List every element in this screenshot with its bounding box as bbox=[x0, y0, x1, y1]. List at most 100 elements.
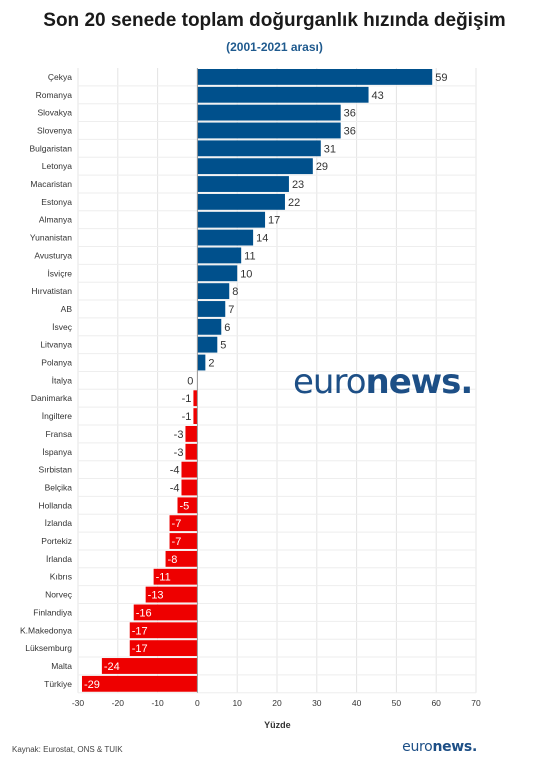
data-label: 36 bbox=[344, 108, 356, 120]
category-label: İsveç bbox=[52, 322, 73, 332]
data-label: -7 bbox=[172, 518, 182, 530]
data-label: -17 bbox=[132, 625, 148, 637]
bar bbox=[197, 354, 206, 371]
category-label: Sırbistan bbox=[38, 465, 72, 475]
category-label: Hollanda bbox=[38, 500, 72, 510]
chart-subtitle: (2001-2021 arası) bbox=[226, 40, 323, 54]
category-label: Danimarka bbox=[31, 393, 72, 403]
category-label: İspanya bbox=[42, 447, 72, 457]
data-label: 5 bbox=[220, 340, 226, 352]
x-tick-label: -10 bbox=[151, 698, 164, 708]
x-tick-label: 10 bbox=[232, 698, 242, 708]
category-label: Finlandiya bbox=[33, 607, 72, 617]
category-label: Estonya bbox=[41, 197, 72, 207]
category-label: İrlanda bbox=[46, 554, 72, 564]
data-label: -1 bbox=[182, 411, 192, 423]
data-label: 36 bbox=[344, 125, 356, 137]
bar bbox=[193, 390, 198, 407]
category-label: Çekya bbox=[48, 72, 72, 82]
bar bbox=[133, 604, 198, 621]
data-label: -3 bbox=[174, 447, 184, 459]
data-label: 14 bbox=[256, 233, 268, 245]
bar bbox=[145, 586, 198, 603]
data-label: 59 bbox=[435, 72, 447, 84]
bar bbox=[197, 265, 238, 282]
data-label: 8 bbox=[232, 286, 238, 298]
data-label: -8 bbox=[168, 554, 178, 566]
category-label: Hırvatistan bbox=[31, 286, 72, 296]
category-label: Almanya bbox=[39, 215, 72, 225]
data-label: -29 bbox=[84, 679, 100, 691]
category-label: Lüksemburg bbox=[25, 643, 72, 653]
x-tick-label: 60 bbox=[431, 698, 441, 708]
category-label: Fransa bbox=[46, 429, 73, 439]
data-label: 31 bbox=[324, 143, 336, 155]
category-label: Slovakya bbox=[38, 108, 73, 118]
category-label: Letonya bbox=[42, 161, 73, 171]
category-label: Yunanistan bbox=[30, 233, 72, 243]
x-axis-title: Yüzde bbox=[264, 720, 291, 730]
bar bbox=[181, 479, 198, 496]
bar bbox=[197, 336, 218, 353]
data-label: -1 bbox=[182, 393, 192, 405]
data-label: 0 bbox=[187, 375, 193, 387]
x-tick-label: 40 bbox=[352, 698, 362, 708]
data-label: 29 bbox=[316, 161, 328, 173]
euronews-watermark-logo: euronews. bbox=[293, 362, 473, 402]
category-label: İsviçre bbox=[47, 268, 72, 278]
bar bbox=[197, 229, 254, 246]
data-label: 10 bbox=[240, 268, 252, 280]
bar bbox=[169, 515, 198, 532]
data-label: -24 bbox=[104, 661, 120, 673]
x-tick-label: 0 bbox=[195, 698, 200, 708]
category-label: Malta bbox=[51, 661, 72, 671]
category-label: Litvanya bbox=[40, 340, 72, 350]
category-label: Macaristan bbox=[30, 179, 72, 189]
data-label: 22 bbox=[288, 197, 300, 209]
bar bbox=[177, 497, 198, 514]
bar bbox=[197, 158, 313, 175]
bar bbox=[197, 140, 321, 157]
category-label: Bulgaristan bbox=[29, 143, 72, 153]
data-label: -7 bbox=[172, 536, 182, 548]
bar bbox=[181, 461, 198, 478]
bar bbox=[197, 122, 341, 139]
x-tick-label: 30 bbox=[312, 698, 322, 708]
category-label: Belçika bbox=[45, 482, 73, 492]
data-label: 2 bbox=[208, 358, 214, 370]
chart-title: Son 20 senede toplam doğurganlık hızında… bbox=[43, 10, 506, 31]
data-label: 7 bbox=[228, 304, 234, 316]
x-tick-label: 50 bbox=[392, 698, 402, 708]
bar bbox=[197, 104, 341, 121]
category-label: Norveç bbox=[45, 590, 73, 600]
data-label: -11 bbox=[156, 572, 171, 584]
bar bbox=[197, 69, 433, 85]
category-label: Slovenya bbox=[37, 125, 72, 135]
data-label: -4 bbox=[170, 482, 180, 494]
bar bbox=[101, 658, 198, 674]
bar bbox=[129, 622, 198, 639]
bar bbox=[153, 568, 198, 585]
x-tick-label: -20 bbox=[112, 698, 125, 708]
x-tick-label: 20 bbox=[272, 698, 282, 708]
x-tick-label: 70 bbox=[471, 698, 481, 708]
data-label: 6 bbox=[224, 322, 230, 334]
data-label: 17 bbox=[268, 215, 280, 227]
category-label: İtalya bbox=[52, 375, 73, 385]
data-label: -3 bbox=[174, 429, 184, 441]
category-label: Romanya bbox=[36, 90, 73, 100]
category-label: Avusturya bbox=[34, 250, 72, 260]
data-label: -16 bbox=[136, 607, 152, 619]
data-label: -5 bbox=[180, 500, 190, 512]
x-tick-label: -30 bbox=[72, 698, 85, 708]
bar bbox=[197, 86, 369, 103]
bar bbox=[169, 533, 198, 549]
bar bbox=[185, 426, 198, 442]
category-label: Portekiz bbox=[41, 536, 72, 546]
category-label: Kıbrıs bbox=[50, 572, 72, 582]
data-label: -4 bbox=[170, 465, 180, 477]
data-label: 23 bbox=[292, 179, 304, 191]
bar bbox=[185, 443, 198, 460]
category-label: K.Makedonya bbox=[20, 625, 72, 635]
category-label: Polanya bbox=[41, 358, 72, 368]
